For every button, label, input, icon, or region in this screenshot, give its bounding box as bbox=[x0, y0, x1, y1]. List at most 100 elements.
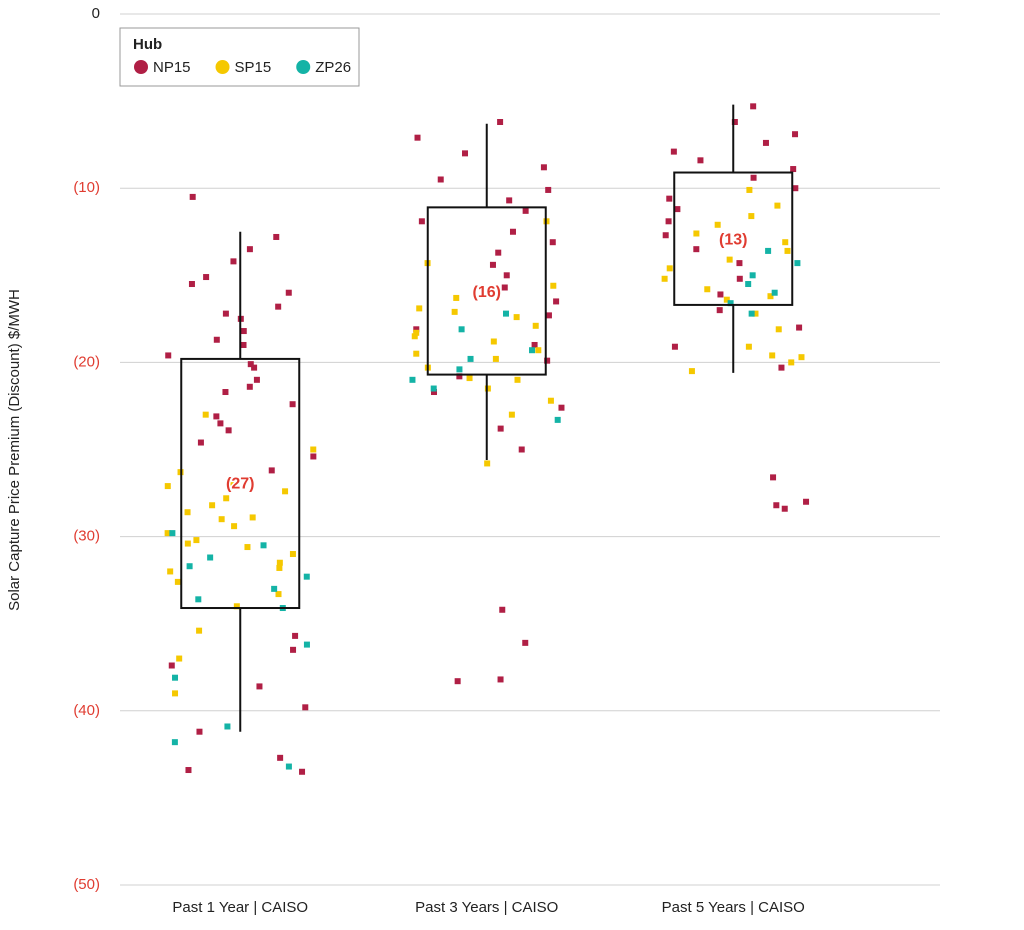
data-point bbox=[169, 530, 176, 537]
median-label: (16) bbox=[473, 284, 501, 301]
data-point bbox=[518, 446, 525, 453]
data-point bbox=[196, 728, 203, 735]
y-tick-label: (30) bbox=[73, 528, 100, 545]
data-point bbox=[195, 596, 202, 603]
data-point bbox=[165, 352, 172, 359]
data-point bbox=[299, 768, 306, 775]
data-point bbox=[499, 606, 506, 613]
data-point bbox=[662, 232, 669, 239]
data-point bbox=[246, 246, 253, 253]
data-point bbox=[506, 197, 513, 204]
data-point bbox=[736, 260, 743, 267]
data-point bbox=[540, 164, 547, 171]
data-point bbox=[193, 537, 200, 544]
y-tick-label: (10) bbox=[73, 179, 100, 196]
data-point bbox=[796, 324, 803, 331]
data-point bbox=[188, 281, 195, 288]
data-point bbox=[277, 754, 284, 761]
data-point bbox=[522, 639, 529, 646]
data-point bbox=[553, 298, 560, 305]
legend-title: Hub bbox=[133, 36, 162, 53]
x-tick-label: Past 5 Years | CAISO bbox=[662, 899, 805, 916]
data-point bbox=[558, 404, 565, 411]
data-point bbox=[670, 148, 677, 155]
data-point bbox=[794, 260, 801, 267]
data-point bbox=[302, 704, 309, 711]
data-point bbox=[782, 239, 789, 246]
data-point bbox=[666, 265, 673, 272]
data-point bbox=[665, 218, 672, 225]
data-point bbox=[697, 157, 704, 164]
legend: Hub NP15 SP15 ZP26 bbox=[119, 27, 360, 87]
data-point bbox=[458, 326, 465, 333]
data-point bbox=[466, 375, 473, 382]
data-point bbox=[781, 505, 788, 512]
data-point bbox=[693, 246, 700, 253]
data-point bbox=[249, 514, 256, 521]
data-point bbox=[462, 150, 469, 157]
data-point bbox=[770, 474, 777, 481]
data-point bbox=[174, 578, 181, 585]
data-point bbox=[501, 284, 508, 291]
data-point bbox=[413, 329, 420, 336]
data-point bbox=[218, 516, 225, 523]
grid: 0 (10) (20) (30) (40) (50) Past 1 Year | CAISO… bbox=[73, 5, 940, 916]
data-point bbox=[503, 272, 510, 279]
data-point bbox=[213, 336, 220, 343]
data-point bbox=[268, 467, 275, 474]
data-point bbox=[731, 119, 738, 126]
data-point bbox=[416, 305, 423, 312]
data-point bbox=[545, 312, 552, 319]
data-point bbox=[750, 103, 757, 110]
data-point bbox=[184, 509, 191, 516]
data-point bbox=[714, 221, 721, 228]
data-point bbox=[748, 213, 755, 220]
data-point bbox=[228, 479, 235, 486]
data-point bbox=[285, 763, 292, 770]
data-point bbox=[748, 310, 755, 317]
data-point bbox=[765, 247, 772, 254]
data-point bbox=[456, 366, 463, 373]
legend-label: SP15 bbox=[235, 59, 272, 76]
data-point bbox=[413, 326, 420, 333]
data-point bbox=[745, 281, 752, 288]
data-point bbox=[535, 347, 542, 354]
data-point bbox=[497, 425, 504, 432]
median-label: (27) bbox=[226, 476, 254, 493]
y-tick-label: 0 bbox=[92, 5, 100, 22]
data-point bbox=[430, 385, 437, 392]
data-point bbox=[244, 544, 251, 551]
data-point bbox=[745, 343, 752, 350]
data-point bbox=[203, 274, 210, 281]
data-point bbox=[197, 439, 204, 446]
data-point bbox=[723, 296, 730, 303]
data-point bbox=[509, 228, 516, 235]
data-point bbox=[467, 355, 474, 362]
data-point bbox=[773, 502, 780, 509]
data-point bbox=[529, 347, 536, 354]
data-point bbox=[189, 193, 196, 200]
data-point bbox=[688, 368, 695, 375]
box bbox=[673, 171, 794, 306]
x-tick-label: Past 3 Years | CAISO bbox=[415, 899, 558, 916]
data-point bbox=[769, 352, 776, 359]
data-point bbox=[292, 632, 299, 639]
data-point bbox=[411, 333, 418, 340]
data-point bbox=[176, 655, 183, 662]
data-point bbox=[727, 300, 734, 307]
x-tick-label: Past 1 Year | CAISO bbox=[172, 899, 308, 916]
data-point bbox=[545, 186, 552, 193]
data-point bbox=[790, 166, 797, 173]
data-point bbox=[164, 483, 171, 490]
data-point bbox=[171, 739, 178, 746]
data-point bbox=[172, 674, 179, 681]
y-tick-label: (20) bbox=[73, 353, 100, 370]
data-point bbox=[544, 357, 551, 364]
data-point bbox=[240, 328, 247, 335]
data-point bbox=[437, 176, 444, 183]
data-point bbox=[750, 174, 757, 181]
data-point bbox=[554, 416, 561, 423]
data-point bbox=[164, 530, 171, 537]
data-point bbox=[310, 446, 317, 453]
